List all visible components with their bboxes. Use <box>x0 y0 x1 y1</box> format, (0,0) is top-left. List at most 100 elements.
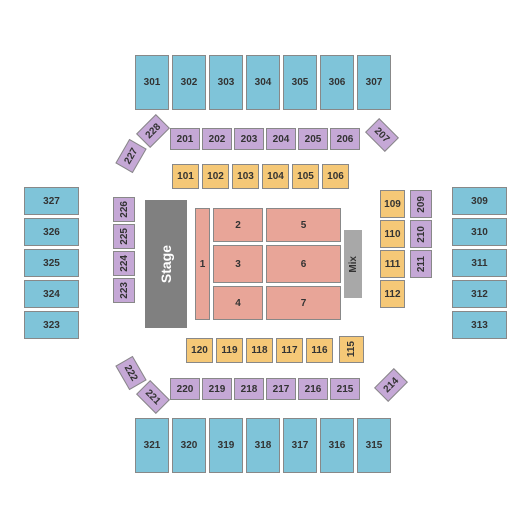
section-106[interactable]: 106 <box>322 164 349 189</box>
section-310[interactable]: 310 <box>452 218 507 246</box>
section-206[interactable]: 206 <box>330 128 360 150</box>
section-202[interactable]: 202 <box>202 128 232 150</box>
section-312[interactable]: 312 <box>452 280 507 308</box>
section-223[interactable]: 223 <box>113 278 135 303</box>
floor-section-6[interactable]: 6 <box>266 245 341 283</box>
section-312-label: 312 <box>471 289 488 300</box>
section-306-label: 306 <box>329 77 346 88</box>
section-111[interactable]: 111 <box>380 250 405 278</box>
section-307[interactable]: 307 <box>357 55 391 110</box>
section-205[interactable]: 205 <box>298 128 328 150</box>
stage: Stage <box>145 200 187 328</box>
section-225[interactable]: 225 <box>113 224 135 249</box>
section-323[interactable]: 323 <box>24 311 79 339</box>
section-319[interactable]: 319 <box>209 418 243 473</box>
section-321-label: 321 <box>144 440 161 451</box>
section-303-label: 303 <box>218 77 235 88</box>
section-219[interactable]: 219 <box>202 378 232 400</box>
floor-section-7-label: 7 <box>301 298 307 309</box>
section-309[interactable]: 309 <box>452 187 507 215</box>
section-326[interactable]: 326 <box>24 218 79 246</box>
section-120[interactable]: 120 <box>186 338 213 363</box>
section-115[interactable]: 115 <box>339 336 364 363</box>
section-117[interactable]: 117 <box>276 338 303 363</box>
section-120-label: 120 <box>191 345 208 356</box>
section-119[interactable]: 119 <box>216 338 243 363</box>
floor-section-2[interactable]: 2 <box>213 208 263 242</box>
section-315[interactable]: 315 <box>357 418 391 473</box>
section-116[interactable]: 116 <box>306 338 333 363</box>
section-304[interactable]: 304 <box>246 55 280 110</box>
section-222[interactable]: 222 <box>115 356 146 390</box>
section-222-label: 222 <box>122 363 140 383</box>
section-324[interactable]: 324 <box>24 280 79 308</box>
section-226[interactable]: 226 <box>113 197 135 222</box>
section-209[interactable]: 209 <box>410 190 432 218</box>
section-118[interactable]: 118 <box>246 338 273 363</box>
floor-section-5-label: 5 <box>301 220 307 231</box>
floor-section-7[interactable]: 7 <box>266 286 341 320</box>
section-216[interactable]: 216 <box>298 378 328 400</box>
section-224[interactable]: 224 <box>113 251 135 276</box>
section-112[interactable]: 112 <box>380 280 405 308</box>
section-327[interactable]: 327 <box>24 187 79 215</box>
floor-section-3[interactable]: 3 <box>213 245 263 283</box>
section-104[interactable]: 104 <box>262 164 289 189</box>
section-101[interactable]: 101 <box>172 164 199 189</box>
section-317-label: 317 <box>292 440 309 451</box>
section-214[interactable]: 214 <box>374 368 408 402</box>
section-221[interactable]: 221 <box>136 380 170 414</box>
section-313-label: 313 <box>471 320 488 331</box>
section-303[interactable]: 303 <box>209 55 243 110</box>
section-318[interactable]: 318 <box>246 418 280 473</box>
section-311[interactable]: 311 <box>452 249 507 277</box>
floor-section-4[interactable]: 4 <box>213 286 263 320</box>
section-220[interactable]: 220 <box>170 378 200 400</box>
section-201[interactable]: 201 <box>170 128 200 150</box>
section-220-label: 220 <box>177 384 194 395</box>
section-105[interactable]: 105 <box>292 164 319 189</box>
section-112-label: 112 <box>384 289 400 300</box>
section-321[interactable]: 321 <box>135 418 169 473</box>
section-204-label: 204 <box>273 134 290 145</box>
section-305[interactable]: 305 <box>283 55 317 110</box>
section-211[interactable]: 211 <box>410 250 432 278</box>
section-210[interactable]: 210 <box>410 220 432 248</box>
section-323-label: 323 <box>43 320 60 331</box>
floor-section-1[interactable]: 1 <box>195 208 210 320</box>
section-204[interactable]: 204 <box>266 128 296 150</box>
section-319-label: 319 <box>218 440 235 451</box>
section-101-label: 101 <box>177 171 194 182</box>
section-207[interactable]: 207 <box>365 118 399 152</box>
floor-section-6-label: 6 <box>301 259 307 270</box>
section-103[interactable]: 103 <box>232 164 259 189</box>
section-326-label: 326 <box>43 227 60 238</box>
section-226-label: 226 <box>119 201 130 218</box>
section-102[interactable]: 102 <box>202 164 229 189</box>
section-313[interactable]: 313 <box>452 311 507 339</box>
section-109[interactable]: 109 <box>380 190 405 218</box>
section-302[interactable]: 302 <box>172 55 206 110</box>
section-309-label: 309 <box>471 196 488 207</box>
section-306[interactable]: 306 <box>320 55 354 110</box>
section-317[interactable]: 317 <box>283 418 317 473</box>
section-223-label: 223 <box>119 282 130 299</box>
floor-section-5[interactable]: 5 <box>266 208 341 242</box>
section-325[interactable]: 325 <box>24 249 79 277</box>
section-227[interactable]: 227 <box>115 139 146 173</box>
section-217[interactable]: 217 <box>266 378 296 400</box>
floor-section-3-label: 3 <box>235 259 241 270</box>
section-301[interactable]: 301 <box>135 55 169 110</box>
section-218-label: 218 <box>241 384 258 395</box>
section-320-label: 320 <box>181 440 198 451</box>
section-110[interactable]: 110 <box>380 220 405 248</box>
section-203[interactable]: 203 <box>234 128 264 150</box>
section-215[interactable]: 215 <box>330 378 360 400</box>
section-304-label: 304 <box>255 77 272 88</box>
section-218[interactable]: 218 <box>234 378 264 400</box>
section-228[interactable]: 228 <box>136 114 170 148</box>
section-207-label: 207 <box>372 125 392 145</box>
section-316[interactable]: 316 <box>320 418 354 473</box>
section-117-label: 117 <box>281 345 297 356</box>
section-320[interactable]: 320 <box>172 418 206 473</box>
